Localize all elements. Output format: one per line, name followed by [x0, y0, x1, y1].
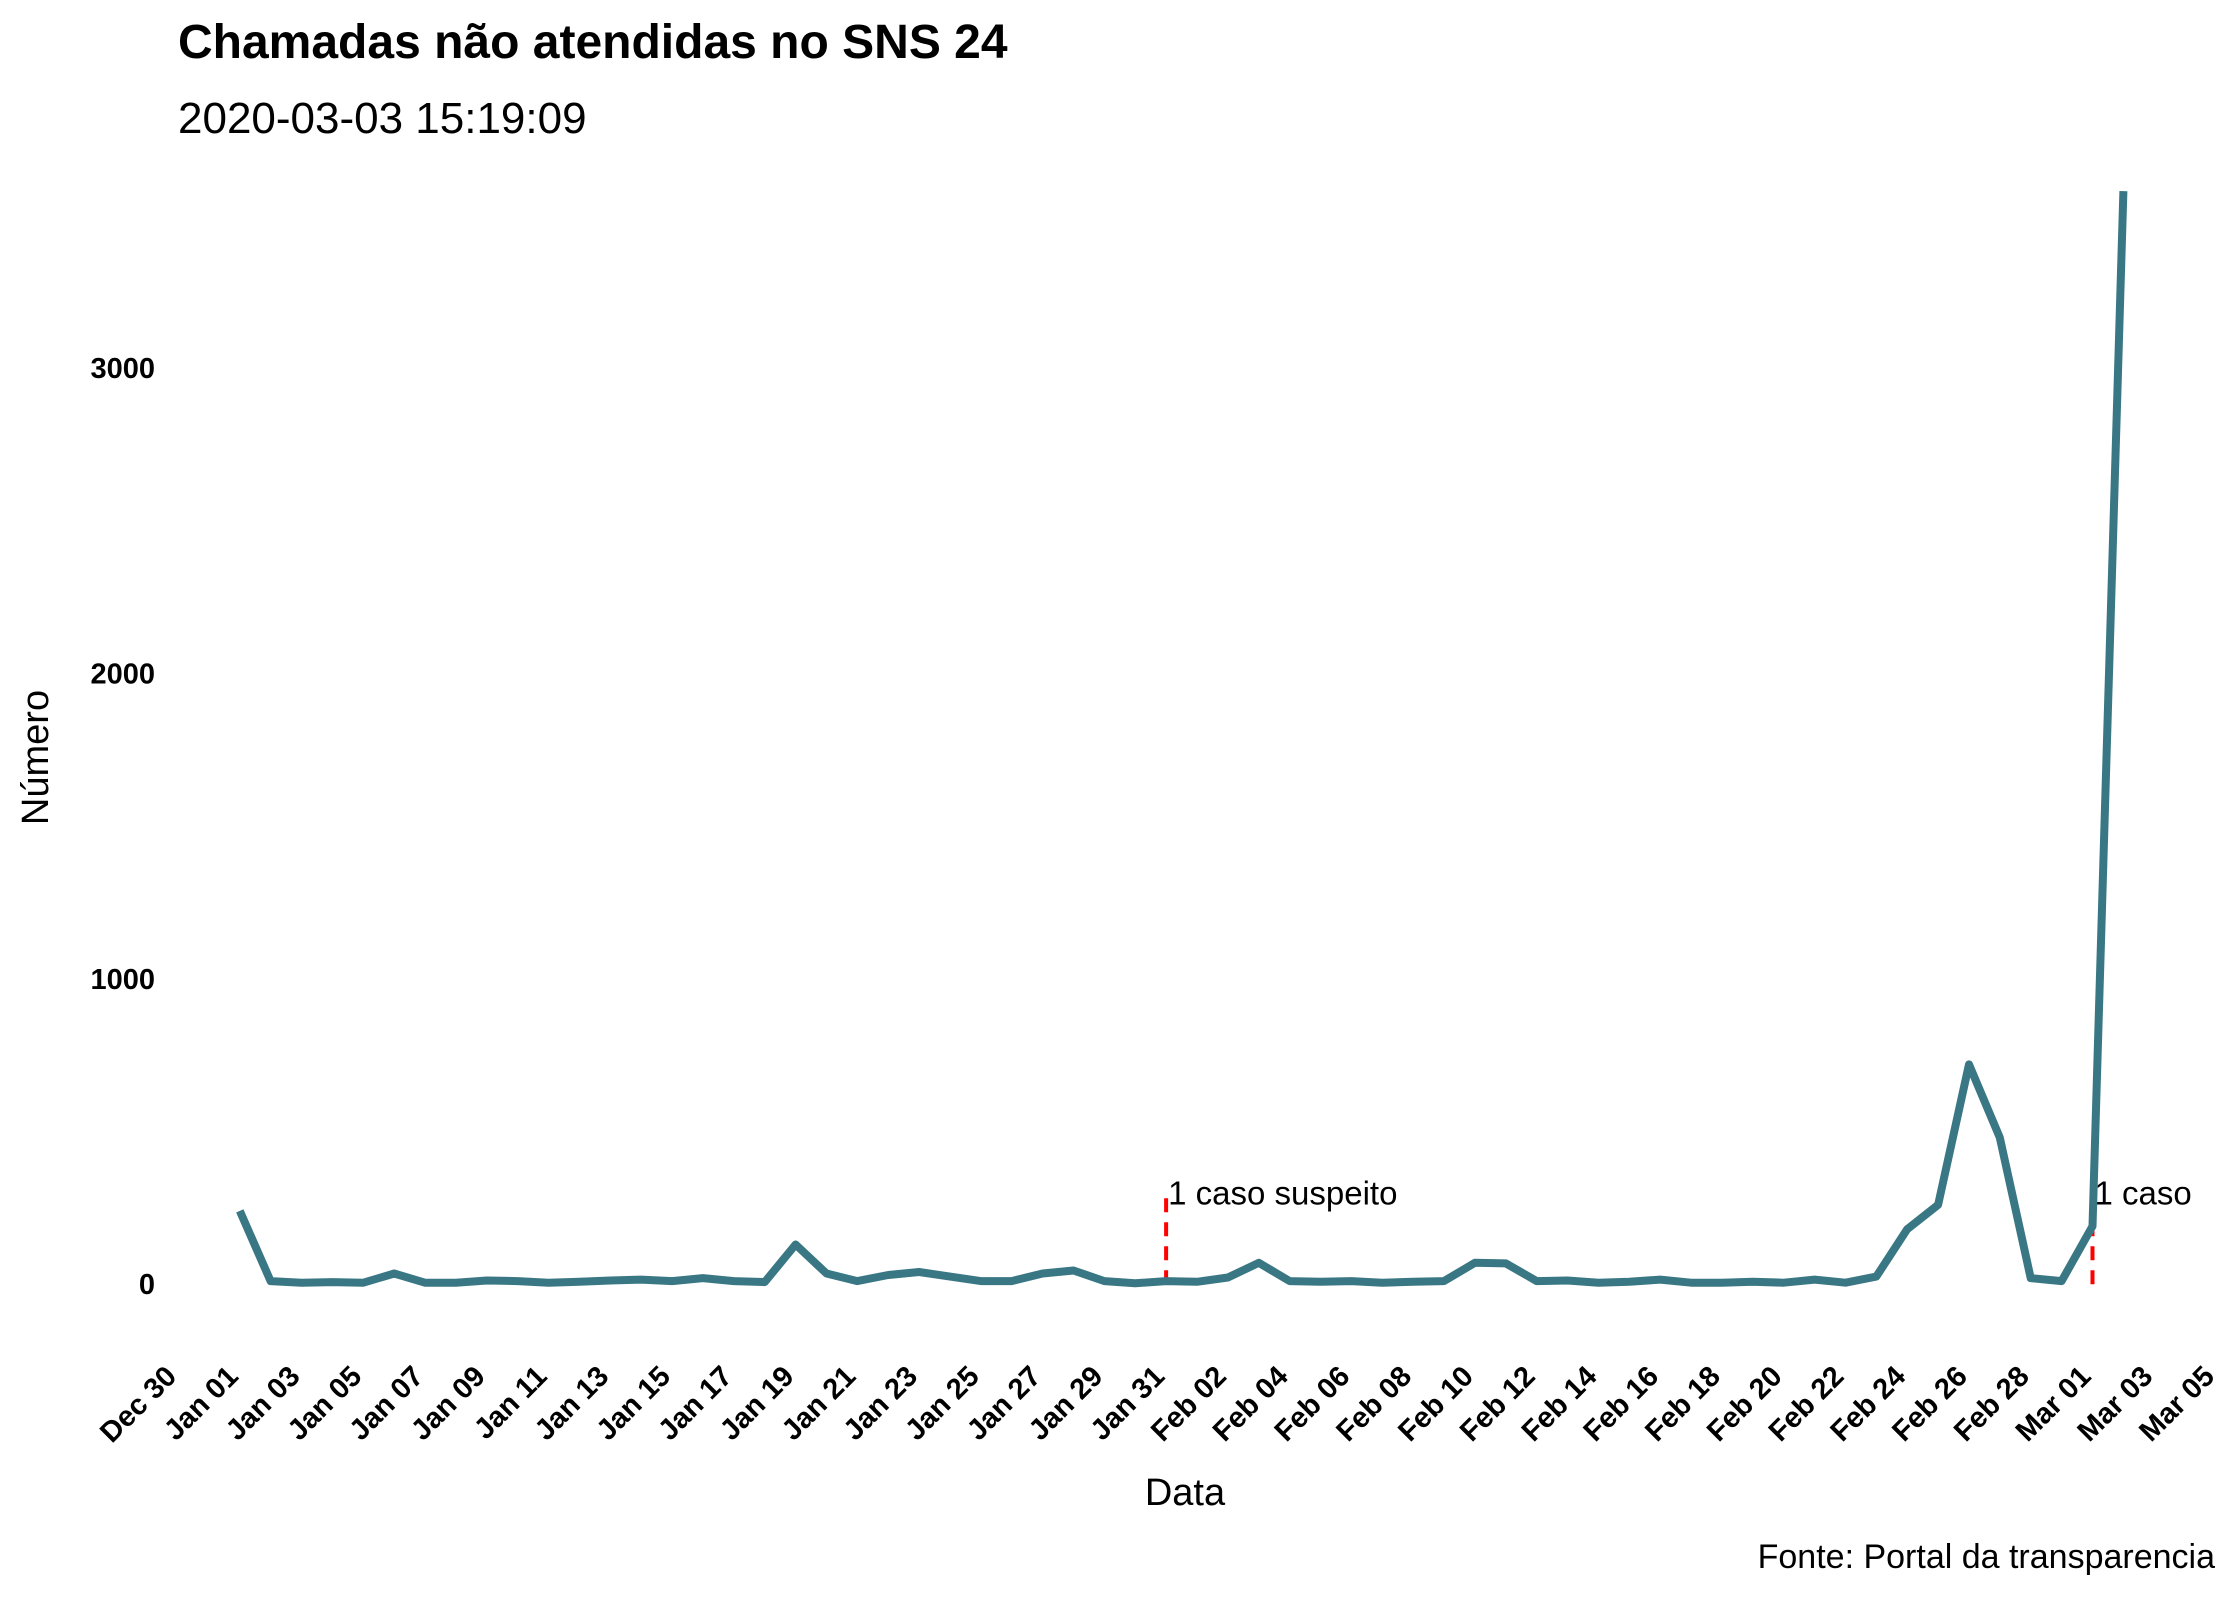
y-tick-label: 1000 [90, 964, 155, 996]
annotation-label: 1 caso [2094, 1175, 2191, 1212]
annotations: 1 caso suspeito 1 caso [1164, 1175, 2192, 1285]
annotation-label: 1 caso suspeito [1168, 1175, 1397, 1212]
y-tick-label: 0 [139, 1269, 155, 1301]
y-tick-label: 3000 [90, 353, 155, 385]
chart-title: Chamadas não atendidas no SNS 24 [178, 16, 1008, 69]
x-axis-title: Data [1145, 1472, 1226, 1514]
chart-subtitle: 2020-03-03 15:19:09 [178, 94, 587, 143]
y-axis-title: Número [15, 690, 57, 825]
series-line [236, 190, 2128, 1288]
y-tick-label: 2000 [90, 659, 155, 691]
y-axis-ticks: 0 1000 2000 3000 [90, 353, 155, 1301]
chart-caption: Fonte: Portal da transparencia [1758, 1538, 2215, 1576]
series-group [236, 190, 2128, 1288]
